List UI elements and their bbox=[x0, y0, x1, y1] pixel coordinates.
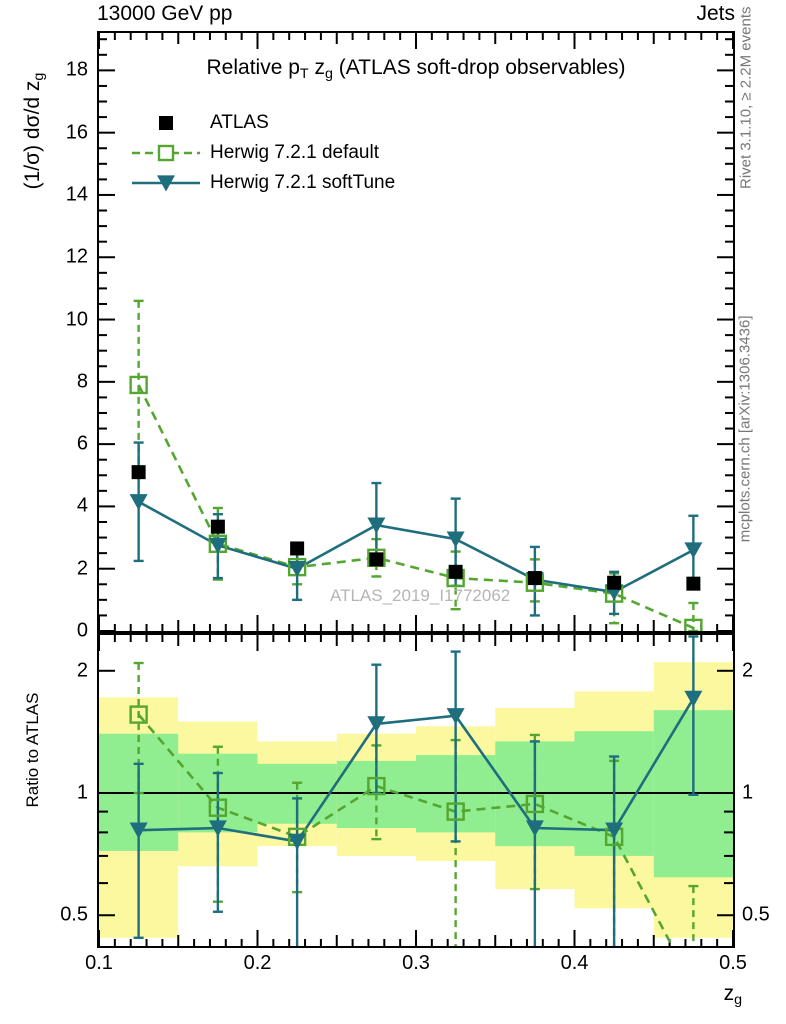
main-y-tick-label: 12 bbox=[65, 245, 88, 268]
main-plot-panel bbox=[97, 31, 735, 633]
x-tick-label: 0.2 bbox=[243, 952, 272, 974]
main-y-tick-label: 16 bbox=[65, 121, 88, 144]
legend: ATLAS Herwig 7.2.1 default Herwig 7.2.1 so… bbox=[130, 108, 395, 198]
ratio-y-tick-label-left: 0.5 bbox=[60, 903, 88, 926]
rivet-version-caption: Rivet 3.1.10, ≥ 2.2M events bbox=[737, 6, 755, 190]
legend-marker-square-open-icon bbox=[130, 141, 202, 165]
main-y-tick-label: 8 bbox=[76, 370, 88, 393]
x-tick-label: 0.1 bbox=[85, 952, 113, 974]
main-y-tick-label: 10 bbox=[65, 308, 88, 331]
x-tick-label: 0.3 bbox=[402, 952, 430, 974]
legend-item-label: Herwig 7.2.1 default bbox=[210, 142, 379, 163]
ratio-herwig-softtune-line bbox=[138, 697, 695, 843]
legend-item-label: Herwig 7.2.1 softTune bbox=[210, 172, 396, 193]
main-y-tick-label: 2 bbox=[76, 557, 88, 580]
main-y-tick-label: 14 bbox=[65, 183, 88, 206]
legend-marker-triangle-down-icon bbox=[130, 171, 202, 195]
main-y-tick-label: 18 bbox=[65, 58, 88, 81]
x-tick-label: 0.5 bbox=[719, 952, 747, 974]
x-tick-label: 0.4 bbox=[560, 952, 589, 974]
ratio-y-tick-label-right: 2 bbox=[742, 659, 754, 682]
ratio-plot-panel bbox=[97, 633, 735, 948]
mcplots-source-caption: mcplots.cern.ch [arXiv:1306.3436] bbox=[736, 315, 754, 543]
legend-marker-square-filled-icon bbox=[130, 111, 202, 135]
main-plot-canvas bbox=[99, 33, 733, 631]
herwig-default-line bbox=[137, 384, 694, 630]
legend-item: Herwig 7.2.1 default bbox=[130, 138, 395, 168]
main-y-tick-label: 0 bbox=[76, 619, 88, 642]
legend-item-label: ATLAS bbox=[210, 112, 269, 133]
header-beam-label: 13000 GeV pp bbox=[97, 2, 233, 25]
ratio-y-axis-label: Ratio to ATLAS bbox=[23, 692, 42, 808]
ratio-y-tick-label-left: 1 bbox=[76, 781, 88, 804]
header-category-label: Jets bbox=[696, 2, 735, 25]
ratio-y-tick-label-right: 1 bbox=[742, 781, 754, 804]
main-y-tick-label: 6 bbox=[76, 432, 88, 455]
ratio-y-tick-label-right: 0.5 bbox=[742, 903, 770, 926]
analysis-watermark: ATLAS_2019_I1772062 bbox=[330, 586, 511, 605]
x-axis-label: zg bbox=[723, 982, 742, 1008]
main-y-tick-label: 4 bbox=[76, 494, 88, 517]
ratio-herwig-default-line bbox=[137, 713, 674, 946]
herwig-softtune-line bbox=[137, 500, 694, 594]
legend-item: ATLAS bbox=[130, 108, 395, 138]
legend-item: Herwig 7.2.1 softTune bbox=[130, 168, 395, 198]
ratio-y-tick-label-left: 2 bbox=[76, 659, 88, 682]
page-title: Relative pT zg (ATLAS soft-drop observab… bbox=[206, 56, 626, 82]
ratio-plot-canvas bbox=[99, 635, 733, 946]
